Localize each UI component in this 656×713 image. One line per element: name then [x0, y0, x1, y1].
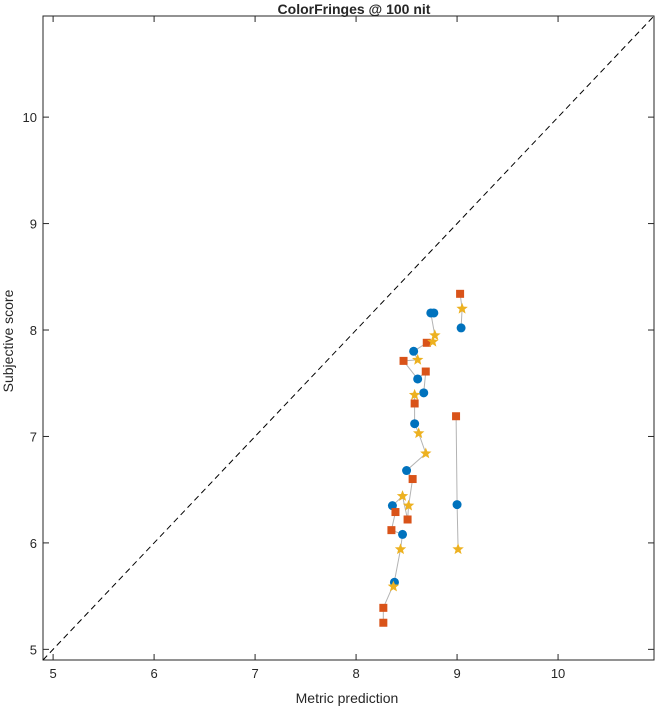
data-point-star — [387, 580, 400, 592]
data-point-square — [456, 289, 465, 298]
data-point-star — [413, 427, 425, 439]
data-point-star — [394, 543, 407, 555]
connector-line — [455, 416, 459, 550]
data-point-star — [429, 329, 441, 341]
data-point-star — [402, 499, 415, 511]
data-point-square — [410, 399, 419, 408]
data-point-circle — [398, 529, 408, 539]
data-point-square — [422, 338, 431, 347]
data-point-circle — [409, 346, 419, 356]
data-point-square — [391, 508, 400, 517]
y-tick-label: 10 — [23, 110, 37, 125]
data-point-circle — [456, 323, 466, 333]
x-axis-label: Metric prediction — [296, 690, 399, 706]
x-tick-label: 10 — [551, 666, 565, 681]
data-point-circle — [452, 500, 462, 510]
x-tick-label: 5 — [49, 666, 56, 681]
chart-title: ColorFringes @ 100 nit — [278, 1, 431, 17]
data-point-square — [387, 526, 396, 535]
data-point-square — [452, 412, 461, 421]
x-tick-label: 6 — [150, 666, 157, 681]
y-tick-label: 7 — [30, 429, 37, 444]
data-point-circle — [413, 374, 423, 384]
y-axis-label: Subjective score — [0, 289, 16, 392]
data-point-star — [420, 447, 432, 459]
data-point-square — [421, 367, 430, 376]
data-point-square — [403, 515, 412, 524]
data-point-circle — [410, 419, 420, 429]
y-tick-label: 5 — [30, 642, 37, 657]
y-tick-label: 6 — [30, 536, 37, 551]
data-point-star — [412, 353, 424, 365]
data-point-circle — [387, 501, 397, 511]
identity-reference-line — [42, 15, 655, 661]
y-tick-label: 8 — [30, 323, 37, 338]
x-tick-label: 8 — [352, 666, 359, 681]
data-point-star — [427, 335, 439, 347]
data-point-circle — [429, 308, 439, 318]
data-point-circle — [402, 466, 412, 476]
data-point-square — [379, 603, 388, 612]
x-tick-label: 9 — [453, 666, 460, 681]
plot-area: 5 6 7 8 9 10 5 6 7 8 9 10 — [23, 15, 655, 681]
data-point-star — [408, 388, 421, 400]
data-point-square — [408, 475, 417, 484]
data-point-star — [396, 490, 409, 501]
axes-frame — [42, 15, 655, 661]
data-point-square — [399, 356, 408, 365]
y-tick-label: 9 — [30, 217, 37, 232]
data-point-square — [379, 618, 388, 627]
data-point-star — [452, 543, 464, 555]
x-tick-label: 7 — [251, 666, 258, 681]
data-point-circle — [419, 388, 429, 398]
data-point-star — [456, 302, 468, 314]
